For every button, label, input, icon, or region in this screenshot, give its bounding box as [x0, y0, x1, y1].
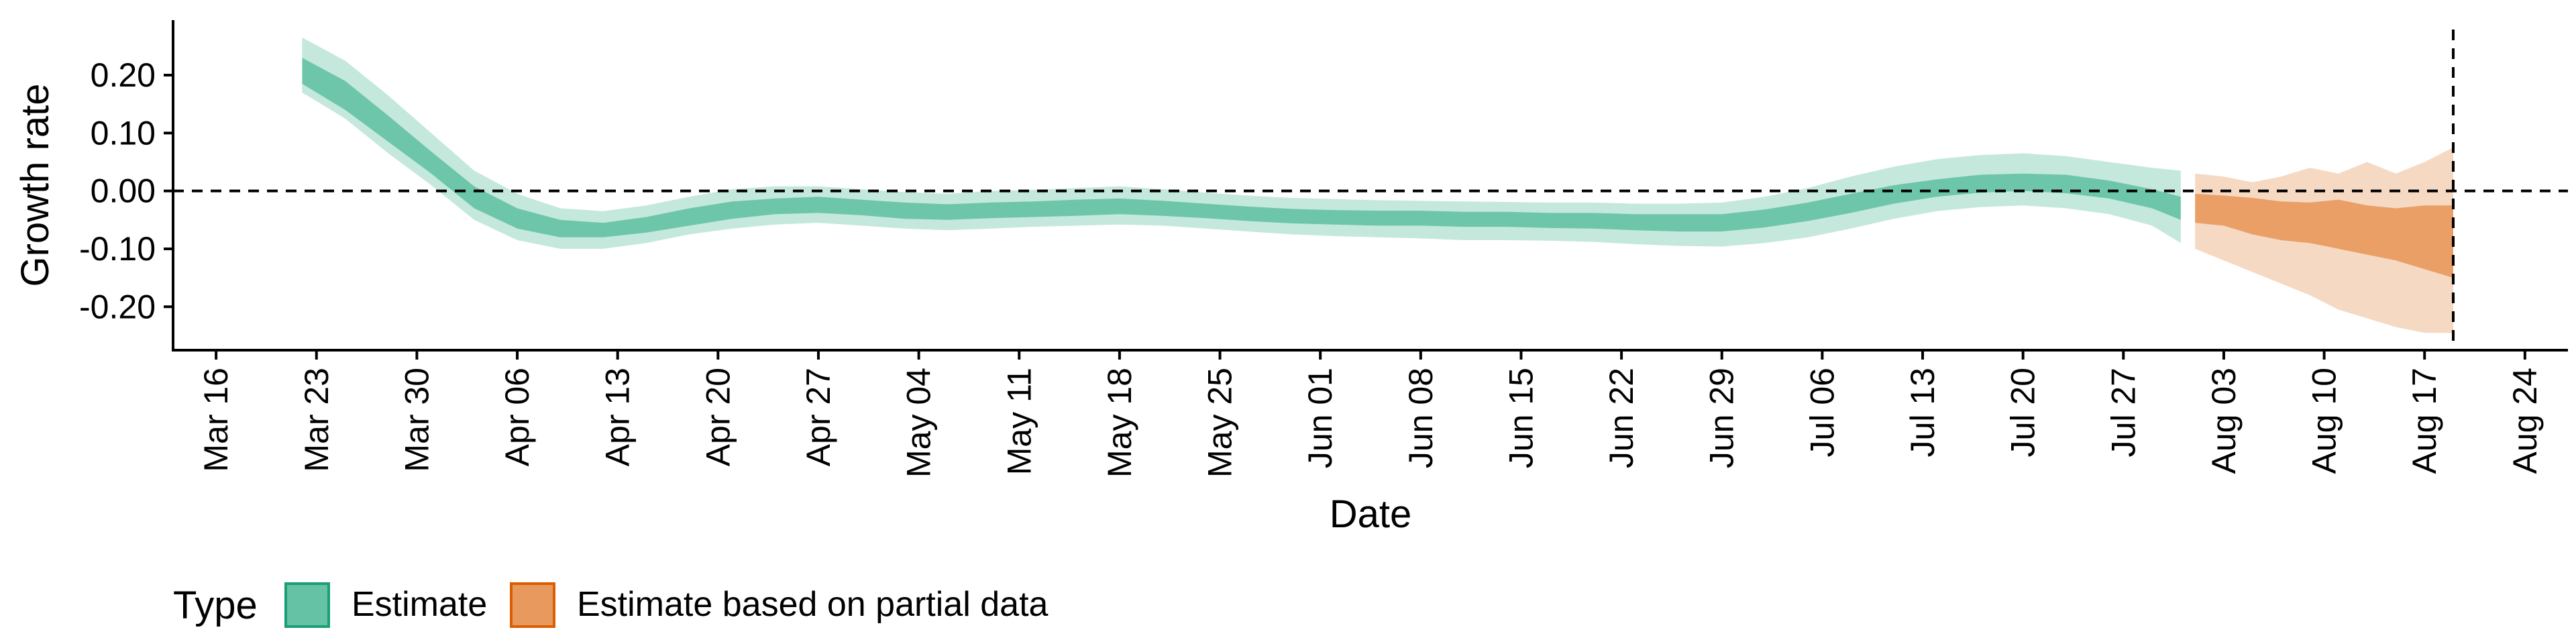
- y-tick-label: -0.10: [79, 230, 156, 268]
- x-tick-label: Jun 15: [1502, 368, 1540, 468]
- x-axis-ticks: Mar 16 Mar 23 Mar 30 Apr 06 Apr 13 Apr 20 Apr …: [197, 350, 2544, 478]
- x-tick-label: Jul 06: [1803, 368, 1841, 457]
- x-tick-label: Mar 23: [298, 368, 335, 472]
- x-tick-label: Aug 17: [2406, 368, 2443, 474]
- x-tick-label: Apr 06: [498, 368, 536, 466]
- y-axis-title: Growth rate: [13, 84, 57, 287]
- x-tick-label: Apr 20: [699, 368, 737, 466]
- legend-key-estimate: [284, 582, 330, 628]
- x-tick-label: Aug 24: [2506, 368, 2544, 474]
- estimate-ribbon-90: [302, 37, 2181, 249]
- x-tick-label: Jul 20: [2004, 368, 2042, 457]
- legend-label-estimate: Estimate: [352, 585, 487, 624]
- x-tick-label: Jul 13: [1904, 368, 1941, 457]
- y-tick-label: 0.20: [91, 56, 156, 94]
- legend: Type Estimate Estimate based on partial …: [173, 582, 1049, 628]
- x-tick-label: Jun 08: [1402, 368, 1440, 468]
- y-axis-ticks: 0.20 0.10 0.00 -0.10 -0.20: [79, 56, 173, 325]
- partial-estimate-ribbon-50: [2195, 193, 2453, 278]
- y-tick-label: 0.10: [91, 114, 156, 152]
- x-tick-label: Jun 01: [1301, 368, 1339, 468]
- x-tick-label: Apr 13: [599, 368, 637, 466]
- x-tick-label: Jun 22: [1603, 368, 1640, 468]
- x-tick-label: May 11: [1000, 368, 1038, 475]
- y-tick-label: -0.20: [79, 288, 156, 325]
- x-tick-label: Jul 27: [2104, 368, 2142, 457]
- x-tick-label: Mar 16: [197, 368, 235, 472]
- x-tick-label: May 04: [900, 368, 938, 478]
- legend-key-partial-estimate: [510, 582, 555, 628]
- x-tick-label: Mar 30: [398, 368, 435, 472]
- x-axis-title: Date: [1330, 492, 1412, 536]
- x-tick-label: May 18: [1101, 368, 1138, 478]
- legend-title: Type: [173, 584, 258, 627]
- x-tick-label: Apr 27: [800, 368, 837, 466]
- x-tick-label: May 25: [1201, 368, 1239, 478]
- y-tick-label: 0.00: [91, 172, 156, 210]
- x-tick-label: Jun 29: [1703, 368, 1741, 468]
- x-tick-label: Aug 10: [2306, 368, 2343, 474]
- x-tick-label: Aug 03: [2205, 368, 2243, 474]
- legend-label-partial-estimate: Estimate based on partial data: [577, 585, 1049, 624]
- plot-area: [173, 30, 2568, 350]
- ribbons: [302, 37, 2453, 333]
